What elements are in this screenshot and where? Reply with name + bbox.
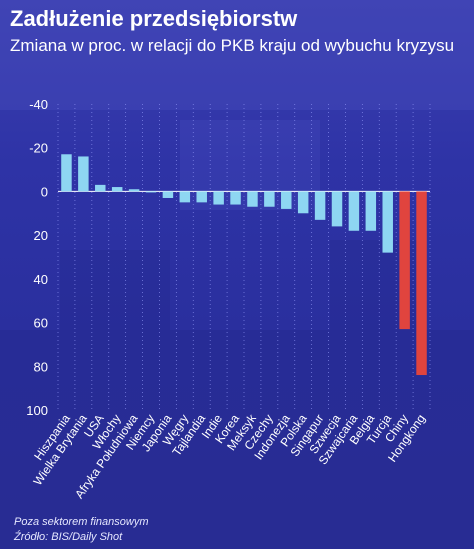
bar-czechy	[264, 191, 275, 207]
bar-indie	[213, 191, 224, 205]
y-tick-label: -40	[29, 97, 48, 112]
bar-belgia	[365, 191, 377, 231]
bar-usa	[95, 184, 106, 192]
bar-hongkong	[416, 191, 427, 376]
y-tick-label: 80	[34, 359, 48, 374]
bars	[61, 154, 427, 376]
bar-polska	[297, 191, 309, 214]
y-axis: -40 -20 0 20 40 60 80 100	[26, 97, 48, 418]
chart-source: Źródło: BIS/Daily Shot	[14, 531, 123, 543]
bar-wielka-brytania	[78, 156, 89, 192]
y-tick-label: 20	[34, 228, 48, 243]
bar-tajlandia	[196, 191, 207, 203]
floor-area	[0, 330, 474, 549]
bar-szwajcaria	[348, 191, 360, 231]
chart-footnote: Poza sektorem finansowym	[14, 516, 149, 528]
bar-turcja	[382, 191, 393, 253]
bar-korea	[230, 191, 241, 205]
bar-niemcy	[145, 191, 157, 193]
chair-shape	[60, 250, 170, 330]
grid-lines	[57, 104, 431, 410]
ceiling-area	[0, 0, 474, 110]
bar-singapur	[314, 191, 326, 220]
bar-japonia	[162, 191, 174, 198]
y-tick-label: 0	[41, 184, 48, 199]
bar-szwecja	[331, 191, 343, 227]
y-tick-label: 40	[34, 272, 48, 287]
chart-subtitle: Zmiana w proc. w relacji do PKB kraju od…	[10, 36, 455, 55]
bar-afryka-południowa	[128, 189, 140, 192]
bar-meksyk	[247, 191, 258, 207]
y-tick-label: 100	[26, 403, 48, 418]
y-tick-label: -20	[29, 141, 48, 156]
bar-włochy	[111, 187, 123, 192]
y-tick-label: 60	[34, 316, 48, 331]
bar-węgry	[179, 191, 191, 203]
bar-hiszpania	[61, 154, 72, 192]
bar-indonezja	[281, 191, 292, 209]
bar-chiny	[399, 191, 410, 330]
chart-title: Zadłużenie przedsiębiorstw	[10, 6, 298, 31]
